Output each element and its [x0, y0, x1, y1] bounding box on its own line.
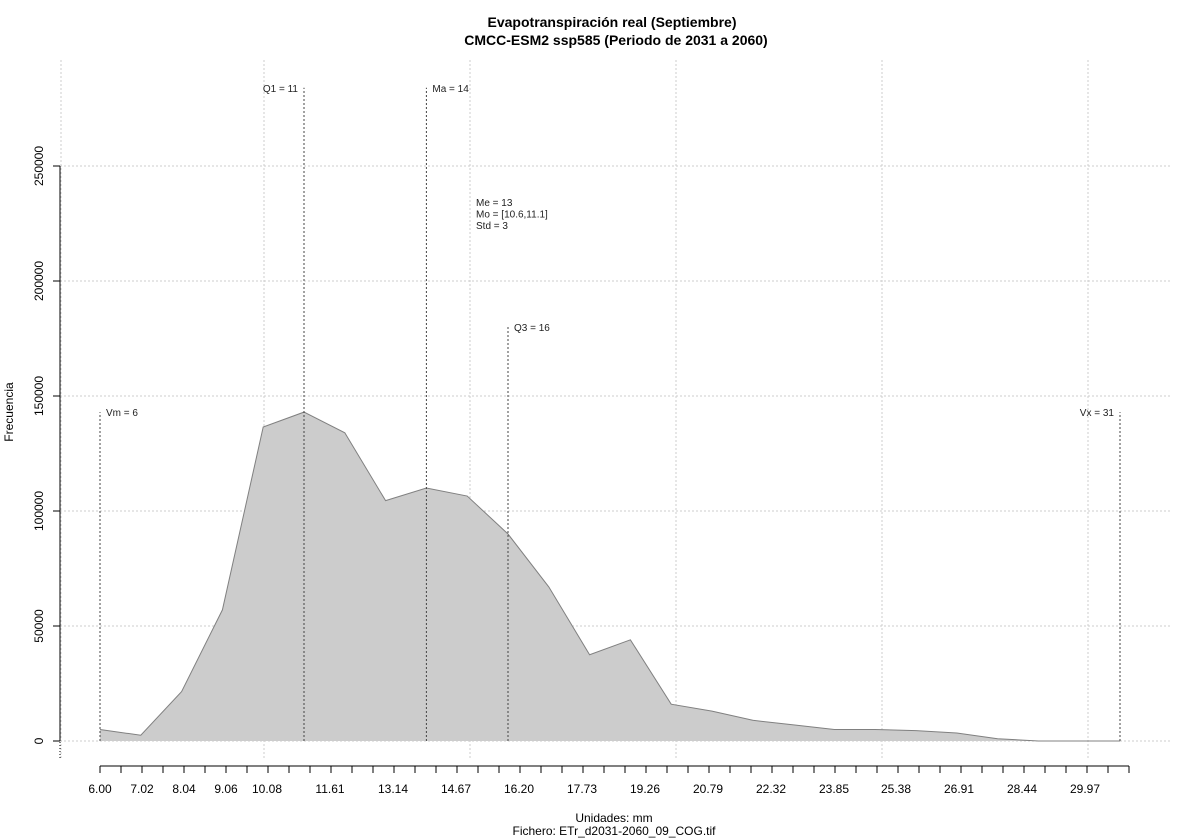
x-tick-label: 25.38: [881, 782, 911, 796]
y-tick-label: 100000: [32, 491, 46, 531]
x-tick-label: 6.00: [88, 782, 112, 796]
x-axis: 6.00 7.02 8.04 9.06 10.08 11.61 13.14 14.67 16.2…: [88, 765, 1130, 796]
stats-line: Std = 3: [476, 221, 508, 232]
x-tick-label: 13.14: [378, 782, 408, 796]
marker-label: Q1 = 11: [263, 84, 299, 95]
marker-label: Vx = 31: [1080, 408, 1115, 419]
x-tick-label: 10.08: [252, 782, 282, 796]
chart-subtitle: CMCC-ESM2 ssp585 (Periodo de 2031 a 2060…: [464, 32, 767, 48]
distribution-area: [100, 412, 1120, 741]
x-tick-label: 23.85: [819, 782, 849, 796]
y-tick-label: 250000: [32, 146, 46, 186]
x-tick-label: 9.06: [214, 782, 238, 796]
distribution-outline: [99, 411, 1120, 742]
x-tick-label: 14.67: [441, 782, 471, 796]
y-tick-label: 50000: [32, 609, 46, 643]
x-tick-label: 20.79: [693, 782, 723, 796]
x-tick-label: 7.02: [130, 782, 154, 796]
x-tick-label: 26.91: [944, 782, 974, 796]
x-tick-label: 11.61: [315, 782, 344, 796]
marker-label: Vm = 6: [106, 408, 138, 419]
marker-label: Ma = 14: [432, 84, 469, 95]
marker-label: Q3 = 16: [514, 323, 550, 334]
y-tick-label: 200000: [32, 261, 46, 301]
file-caption: Fichero: ETr_d2031-2060_09_COG.tif: [513, 824, 717, 838]
x-tick-label: 29.97: [1070, 782, 1100, 796]
y-axis: 0 50000 100000 150000 200000 250000: [32, 146, 61, 760]
chart-title: Evapotranspiración real (Septiembre): [488, 14, 737, 30]
stats-line: Mo = [10.6,11.1]: [476, 210, 548, 221]
area-layer: [99, 411, 1120, 742]
stats-line: Me = 13: [476, 198, 513, 209]
y-tick-label: 0: [32, 737, 46, 744]
x-axis-title: Unidades: mm: [575, 811, 652, 825]
x-tick-label: 19.26: [630, 782, 660, 796]
y-axis-title: Frecuencia: [2, 382, 16, 442]
x-tick-label: 16.20: [504, 782, 534, 796]
x-tick-label: 8.04: [172, 782, 196, 796]
x-tick-label: 28.44: [1007, 782, 1037, 796]
x-tick-label: 22.32: [756, 782, 786, 796]
x-tick-label: 17.73: [567, 782, 597, 796]
y-tick-label: 150000: [32, 376, 46, 416]
marker-layer: Vm = 6 Q1 = 11 Ma = 14 Q3 = 16 Vx = 31: [99, 84, 1121, 741]
